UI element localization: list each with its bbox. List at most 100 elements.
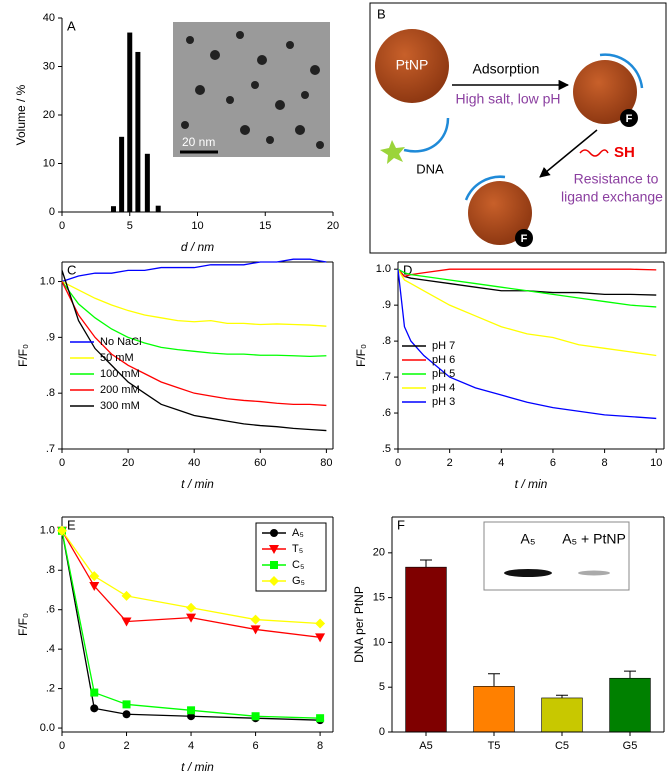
fluorophore-label: F: [626, 113, 633, 125]
marker: [186, 613, 197, 623]
series-line: [397, 268, 657, 278]
legend-marker: [269, 576, 279, 586]
x-tick-label: 4: [188, 740, 194, 752]
marker: [187, 706, 196, 715]
y-tick-label: .8: [46, 564, 55, 576]
panel-label: A: [67, 18, 76, 33]
series-line: [61, 281, 327, 407]
y-tick-label: 0: [49, 206, 55, 218]
x-tick-label: 10: [191, 220, 203, 232]
marker: [89, 582, 100, 592]
x-tick-label: 8: [317, 740, 323, 752]
bar: [135, 51, 141, 213]
y-tick-label: 20: [43, 109, 55, 121]
panel-label: F: [397, 517, 405, 532]
y-tick-label: 1.0: [376, 263, 391, 275]
fluorophore: [515, 229, 533, 247]
x-tick-label: 0: [59, 220, 65, 232]
legend-label: G₅: [292, 575, 305, 587]
x-tick-label: 10: [650, 457, 662, 469]
x-tick-label: 8: [602, 457, 608, 469]
bar: [155, 205, 161, 212]
error-bar: [556, 694, 568, 698]
marker: [90, 704, 99, 713]
marker: [251, 712, 260, 721]
y-tick-label: .5: [382, 443, 391, 455]
error-bar: [420, 559, 432, 568]
legend-label: T₅: [292, 543, 303, 555]
legend-label: pH 5: [432, 368, 455, 380]
legend-frame: [255, 522, 327, 592]
x-tick-label: 0: [395, 457, 401, 469]
legend-label: pH 6: [432, 354, 455, 366]
series-line: [397, 268, 657, 296]
y-tick-label: .6: [46, 604, 55, 616]
y-tick-label: .2: [46, 683, 55, 695]
x-tick-label: 5: [127, 220, 133, 232]
bar: [119, 136, 125, 212]
y-tick-label: 15: [373, 592, 385, 604]
condition-label: High salt, low pH: [455, 91, 560, 107]
nanoparticle: [468, 181, 532, 245]
legend-label: 200 mM: [100, 384, 140, 396]
marker: [250, 625, 261, 635]
y-tick-label: 5: [379, 681, 385, 693]
series-line: [397, 268, 657, 357]
nanoparticle: [375, 29, 449, 103]
bar: [541, 697, 583, 733]
series-line: [61, 270, 327, 432]
gel-inset: [483, 521, 630, 591]
dna-label: DNA: [416, 161, 444, 176]
series-line: [61, 530, 321, 719]
marker: [315, 618, 326, 629]
marker: [250, 614, 261, 625]
x-tick-label: 2: [447, 457, 453, 469]
y-tick-label: .7: [46, 443, 55, 455]
error-bar: [624, 670, 636, 679]
fluorophore-label: F: [521, 233, 528, 245]
thiol-ligand: [579, 149, 609, 157]
marker: [122, 700, 131, 709]
panel-label: C: [67, 262, 76, 277]
arrow: [539, 129, 598, 178]
y-axis-title: Volume / %: [14, 84, 28, 145]
x-tick-label: 20: [122, 457, 134, 469]
y-tick-label: 0: [379, 726, 385, 738]
marker: [57, 525, 67, 536]
bar: [144, 153, 150, 212]
y-tick-label: 1.0: [40, 525, 55, 537]
x-tick-label: T5: [488, 740, 501, 752]
gel-lane-label: A₅ + PtNP: [562, 531, 626, 547]
y-axis-title: F/F₀: [16, 613, 30, 636]
legend-label: C₅: [292, 559, 304, 571]
nanoparticle: [573, 60, 637, 124]
x-tick-label: 0: [59, 740, 65, 752]
series-line: [397, 269, 657, 420]
marker: [122, 710, 131, 719]
legend-label: pH 3: [432, 396, 455, 408]
y-tick-label: .8: [46, 387, 55, 399]
series-line: [61, 280, 327, 327]
x-tick-label: C5: [555, 740, 569, 752]
marker: [315, 633, 326, 643]
y-tick-label: 10: [43, 157, 55, 169]
x-tick-label: G5: [623, 740, 638, 752]
y-axis-title: F/F₀: [16, 344, 30, 367]
dna-strand: [403, 117, 450, 153]
legend-label: 300 mM: [100, 400, 140, 412]
y-tick-label: 1.0: [40, 275, 55, 287]
y-tick-label: 30: [43, 60, 55, 72]
particle-label: PtNP: [396, 57, 429, 73]
y-tick-label: .6: [382, 407, 391, 419]
series-line: [61, 530, 321, 638]
legend-marker: [270, 561, 278, 569]
x-tick-label: 80: [320, 457, 332, 469]
bar: [473, 686, 515, 733]
y-tick-label: .9: [46, 331, 55, 343]
y-axis-title: F/F₀: [354, 344, 368, 367]
legend-label: pH 7: [432, 340, 455, 352]
y-tick-label: .9: [382, 299, 391, 311]
bar: [127, 32, 133, 212]
scale-bar-label: 20 nm: [182, 135, 215, 149]
